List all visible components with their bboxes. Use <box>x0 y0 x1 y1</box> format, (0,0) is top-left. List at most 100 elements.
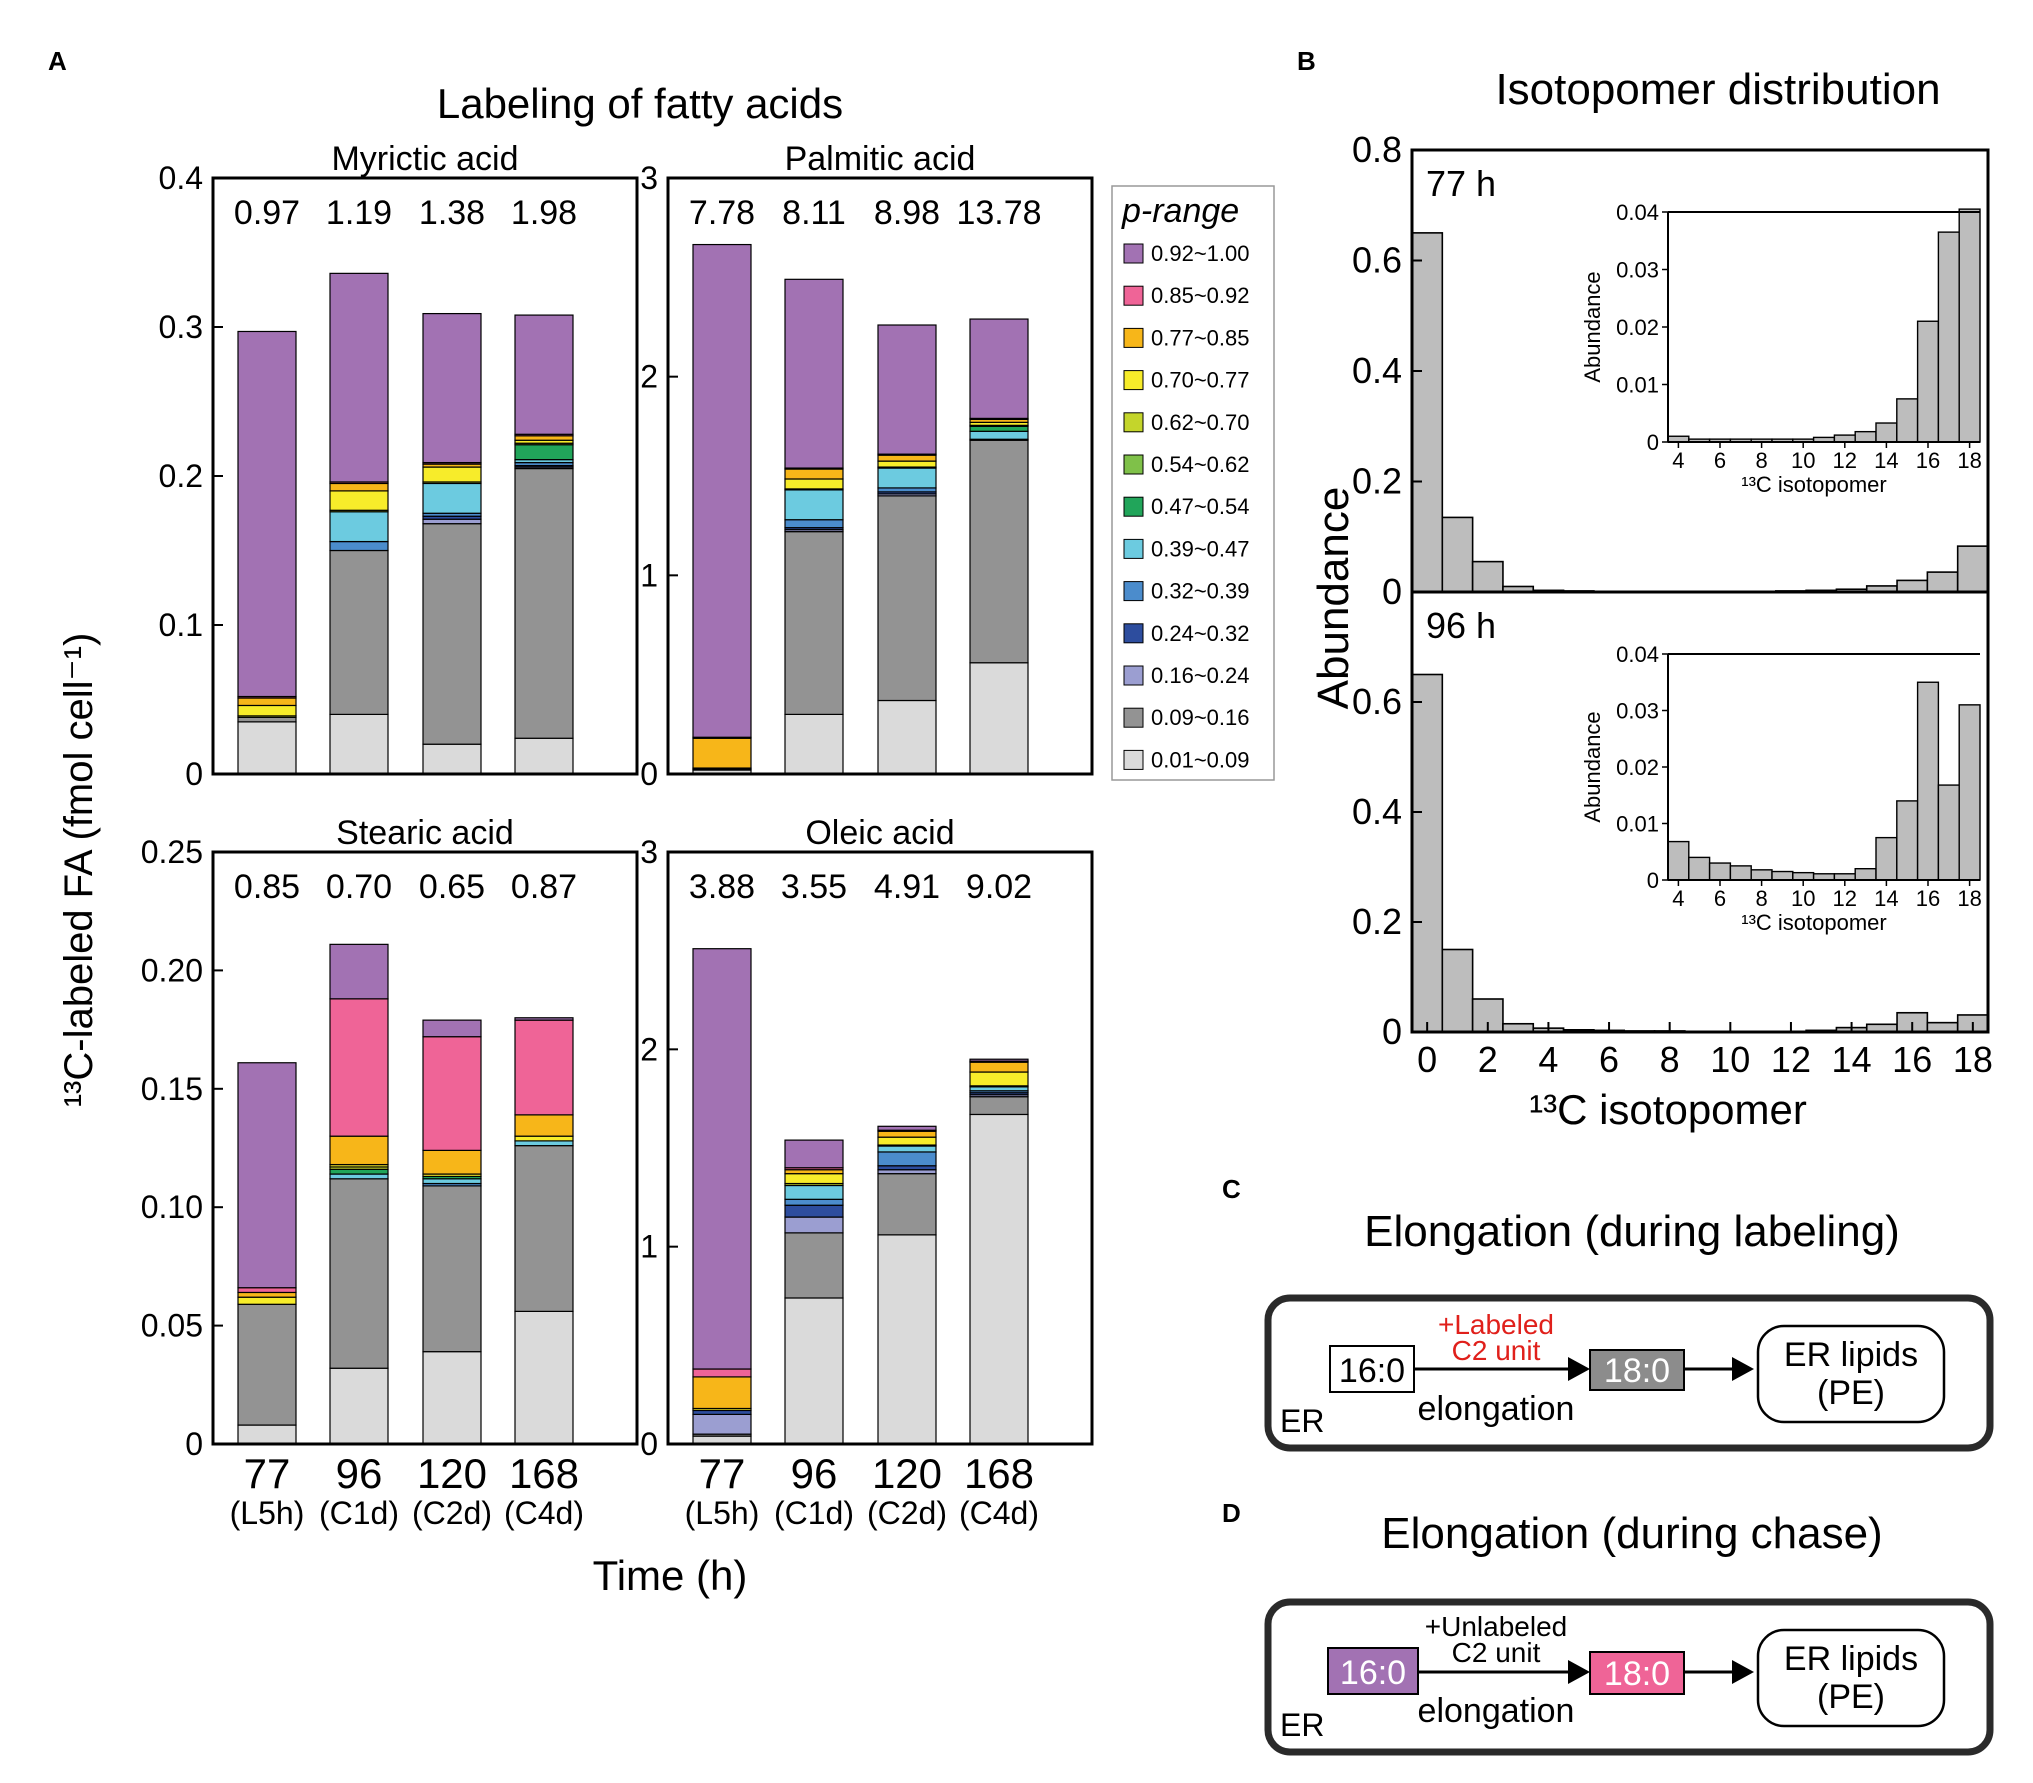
bar-segment <box>877 324 937 455</box>
arrowhead <box>1568 1357 1590 1381</box>
bar-segment <box>784 519 844 529</box>
bar-segment <box>237 721 297 775</box>
inset-x-tick-label: 8 <box>1755 448 1767 473</box>
hist-bar <box>1411 232 1444 593</box>
inset-x-tick-label: 18 <box>1957 448 1981 473</box>
bar-segment <box>784 278 844 469</box>
bar-segment <box>329 540 389 552</box>
inset-bar <box>1937 784 1960 881</box>
arrowhead <box>1732 1357 1754 1381</box>
bar-segment <box>237 330 297 698</box>
legend-label: 0.70~0.77 <box>1151 368 1249 393</box>
bar-segment <box>514 1019 574 1116</box>
bar-segment <box>514 1310 574 1445</box>
substrate-label: 16:0 <box>1339 1352 1405 1390</box>
inset-chart: 0 0.01 0.02 0.03 0.04 4 6 8 10 12 14 16 18 ¹³C isotop… <box>1580 642 1982 935</box>
inset-y-tick-label: 0.01 <box>1616 812 1659 837</box>
legend-swatch <box>1123 581 1144 602</box>
inset-bar <box>1875 422 1898 443</box>
bar-annotation: 9.02 <box>966 868 1032 906</box>
hist-bar <box>1896 579 1929 593</box>
x-tick-sublabel: (C4d) <box>959 1495 1039 1531</box>
bar-segment <box>969 430 1029 440</box>
bar-segment <box>422 312 482 464</box>
y-tick-label: 3 <box>640 834 658 870</box>
inset-x-tick-label: 18 <box>1957 886 1981 911</box>
hist-bar <box>1441 948 1474 1033</box>
bar-segment <box>969 1058 1029 1062</box>
bar-segment <box>969 425 1029 432</box>
bar-segment <box>692 948 752 1370</box>
y-tick-label: 3 <box>640 160 658 196</box>
legend-title: p-range <box>1121 192 1239 230</box>
bar-segment <box>329 713 389 775</box>
bar-segment <box>784 478 844 490</box>
bar-annotation: 4.91 <box>874 868 940 906</box>
panel-a-charts: 0 0.1 0.2 0.3 0.4 Myrictic acid 0.97 1.19 1.38 1.… <box>141 140 1094 1531</box>
bar-annotation: 3.55 <box>781 868 847 906</box>
legend-swatch <box>1123 412 1144 433</box>
bar-segment <box>877 1125 937 1131</box>
bar-annotation: 1.19 <box>326 194 392 232</box>
axes-frame <box>666 176 1094 776</box>
inset-ylabel: Abundance <box>1580 711 1605 822</box>
panel-label-d: D <box>1222 1498 1241 1528</box>
legend-swatch <box>1123 707 1144 728</box>
panel-a-title: Labeling of fatty acids <box>437 80 843 127</box>
bar-segment <box>514 314 574 435</box>
bar-segment <box>329 511 389 543</box>
bar-annotation: 3.88 <box>689 868 755 906</box>
inset-bar <box>1958 208 1981 443</box>
bar-segment <box>237 1287 297 1294</box>
addition-line2: C2 unit <box>1452 1637 1541 1668</box>
panel-label-b: B <box>1297 46 1316 76</box>
bar-segment <box>877 1136 937 1146</box>
bar-segment <box>514 435 574 441</box>
bar-segment <box>514 467 574 739</box>
subplot-title: Palmitic acid <box>785 140 976 178</box>
bar-segment <box>237 1424 297 1445</box>
bar-segment <box>237 704 297 717</box>
bar-segment <box>784 1173 844 1185</box>
y-tick-label: 0.8 <box>1352 129 1402 170</box>
panel-b-xlabel: ¹³C isotopomer <box>1529 1086 1807 1133</box>
bar-segment <box>514 737 574 775</box>
bar-segment <box>514 444 574 461</box>
x-tick-label: 4 <box>1538 1039 1558 1080</box>
y-tick-label: 0 <box>185 1426 203 1462</box>
legend-box <box>1111 185 1275 781</box>
y-tick-label: 0 <box>185 756 203 792</box>
axes-frame <box>211 850 639 1446</box>
diagram-title: Elongation (during chase) <box>1381 1509 1882 1558</box>
bar-segment <box>877 454 937 462</box>
x-tick-sublabel: (L5h) <box>685 1495 760 1531</box>
inset-bar <box>1667 840 1690 881</box>
y-tick-label: 0.20 <box>141 952 203 988</box>
bar-segment <box>514 1017 574 1021</box>
inset-bar <box>1854 868 1877 881</box>
bar-segment <box>237 1062 297 1289</box>
bar-segment <box>237 1303 297 1426</box>
inset-x-tick-label: 6 <box>1714 448 1726 473</box>
process-label: elongation <box>1418 1692 1575 1730</box>
y-tick-label: 0 <box>1382 1011 1402 1052</box>
product-label: 18:0 <box>1604 1655 1670 1693</box>
inset-bar <box>1729 865 1752 881</box>
inset-bar <box>1771 870 1794 881</box>
inset-bar <box>1958 704 1981 881</box>
bar-segment <box>514 1114 574 1137</box>
x-tick-label: 16 <box>1892 1039 1932 1080</box>
product-label: 18:0 <box>1604 1352 1670 1390</box>
compartment-label: ER <box>1280 1403 1324 1439</box>
bar-segment <box>877 460 937 468</box>
legend-label: 0.92~1.00 <box>1151 241 1249 266</box>
hist-bar <box>1411 673 1444 1033</box>
subplot-title: Myrictic acid <box>331 140 518 178</box>
legend-label: 0.62~0.70 <box>1151 410 1249 435</box>
panel-label-c: C <box>1222 1174 1241 1204</box>
legend-swatch <box>1123 496 1144 517</box>
axes-frame <box>1410 148 1990 594</box>
bar-segment <box>422 1149 482 1175</box>
inset-y-tick-label: 0.01 <box>1616 373 1659 398</box>
